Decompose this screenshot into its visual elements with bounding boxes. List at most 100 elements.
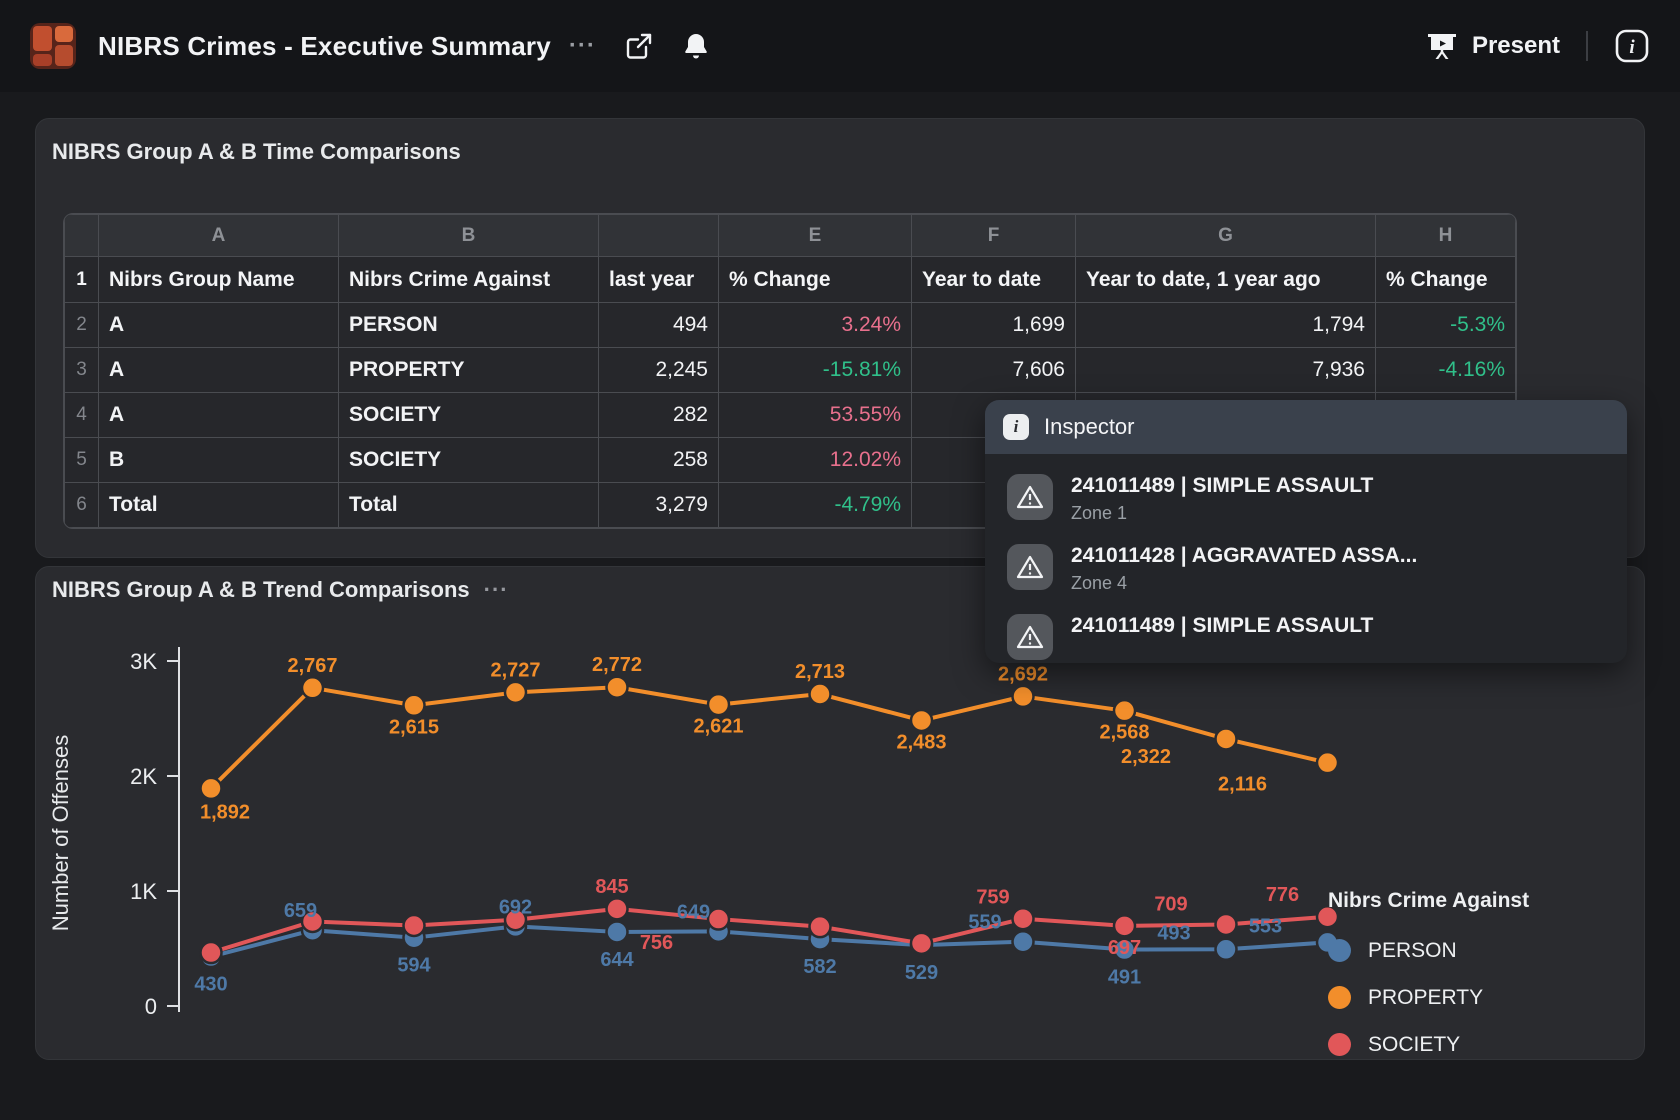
cell-nibrs-group[interactable]: A [99,393,339,438]
column-letter-cell[interactable] [599,215,719,257]
chart-point-society[interactable] [404,915,425,936]
cell-nibrs-group[interactable]: Total [99,483,339,528]
chart-point-property[interactable] [302,677,323,698]
legend-item-society[interactable]: SOCIETY [1328,1021,1529,1068]
chart-point-property[interactable] [1013,686,1034,707]
table-header-cell[interactable]: last year [599,257,719,303]
cell-pct-change-1[interactable]: 12.02% [719,438,912,483]
app-logo[interactable] [30,23,76,69]
column-letter-cell[interactable]: G [1076,215,1376,257]
cell-last-year[interactable]: 282 [599,393,719,438]
info-button[interactable]: i [1614,28,1650,64]
chart-point-society[interactable] [911,933,932,954]
cell-year-to-date[interactable]: 1,699 [912,303,1076,348]
chart-point-society[interactable] [1216,914,1237,935]
cell-pct-change-1[interactable]: 3.24% [719,303,912,348]
corner-cell[interactable] [65,215,99,257]
y-tick-label: 2K [130,764,157,789]
chart-point-society[interactable] [201,942,222,963]
cell-last-year[interactable]: 2,245 [599,348,719,393]
chart-point-property[interactable] [505,682,526,703]
cell-year-to-date-prev[interactable]: 1,794 [1076,303,1376,348]
data-label-person: 692 [499,896,532,918]
column-letter-cell[interactable]: H [1376,215,1516,257]
data-label-property: 2,713 [795,661,845,683]
table-header-cell[interactable]: Year to date [912,257,1076,303]
data-label-property: 2,568 [1099,722,1149,744]
cell-crime-against[interactable]: PERSON [339,303,599,348]
data-label-person: 659 [284,900,317,922]
chart-point-society[interactable] [607,898,628,919]
inspector-header[interactable]: i Inspector [985,400,1627,454]
chart-point-society[interactable] [1114,915,1135,936]
data-label-person: 559 [968,912,1001,934]
chart-point-property[interactable] [1114,700,1135,721]
data-label-person: 644 [600,949,634,971]
cell-pct-change-2[interactable]: -5.3% [1376,303,1516,348]
y-tick-label: 0 [145,994,157,1019]
cell-crime-against[interactable]: SOCIETY [339,438,599,483]
title-menu-ellipsis[interactable]: ··· [569,32,596,60]
cell-nibrs-group[interactable]: A [99,303,339,348]
warning-icon [1007,474,1053,520]
inspector-item[interactable]: 241011489 | SIMPLE ASSAULT [985,614,1627,660]
legend-swatch [1328,1033,1351,1056]
cell-pct-change-1[interactable]: -4.79% [719,483,912,528]
chart-point-person[interactable] [607,921,628,942]
chart-point-property[interactable] [911,710,932,731]
legend-item-person[interactable]: PERSON [1328,927,1529,974]
cell-last-year[interactable]: 494 [599,303,719,348]
inspector-item-title: 241011489 | SIMPLE ASSAULT [1071,474,1373,498]
data-label-society: 776 [1266,884,1299,906]
share-icon[interactable] [624,31,654,61]
column-letter-cell[interactable]: B [339,215,599,257]
table-row: 2APERSON4943.24%1,6991,794-5.3% [65,303,1516,348]
chart-point-property[interactable] [607,677,628,698]
time-card-title: NIBRS Group A & B Time Comparisons [52,139,461,165]
cell-nibrs-group[interactable]: A [99,348,339,393]
data-label-society: 756 [640,932,673,954]
cell-nibrs-group[interactable]: B [99,438,339,483]
cell-crime-against[interactable]: SOCIETY [339,393,599,438]
table-header-cell[interactable]: Nibrs Crime Against [339,257,599,303]
table-header-cell[interactable]: Year to date, 1 year ago [1076,257,1376,303]
chart-point-society[interactable] [1013,908,1034,929]
table-header-cell[interactable]: Nibrs Group Name [99,257,339,303]
legend-item-property[interactable]: PROPERTY [1328,974,1529,1021]
cell-year-to-date[interactable]: 7,606 [912,348,1076,393]
chart-point-property[interactable] [1317,752,1338,773]
trend-menu-ellipsis[interactable]: ··· [484,577,509,602]
chart-point-property[interactable] [708,694,729,715]
table-header-cell[interactable]: % Change [1376,257,1516,303]
warning-icon [1007,544,1053,590]
chart-point-property[interactable] [201,778,222,799]
inspector-item[interactable]: 241011489 | SIMPLE ASSAULTZone 1 [985,474,1627,524]
chart-point-society[interactable] [810,916,831,937]
chart-point-property[interactable] [1216,728,1237,749]
cell-crime-against[interactable]: PROPERTY [339,348,599,393]
cell-last-year[interactable]: 3,279 [599,483,719,528]
inspector-item-subtitle: Zone 4 [1071,573,1417,594]
notifications-bell-icon[interactable] [682,31,710,61]
cell-year-to-date-prev[interactable]: 7,936 [1076,348,1376,393]
row-number-cell: 5 [65,438,99,483]
y-tick-label: 3K [130,649,157,674]
column-letter-cell[interactable]: A [99,215,339,257]
chart-point-person[interactable] [1216,939,1237,960]
chart-point-person[interactable] [1013,931,1034,952]
column-letter-cell[interactable]: F [912,215,1076,257]
cell-crime-against[interactable]: Total [339,483,599,528]
inspector-item[interactable]: 241011428 | AGGRAVATED ASSA...Zone 4 [985,544,1627,594]
table-header-cell[interactable]: % Change [719,257,912,303]
cell-last-year[interactable]: 258 [599,438,719,483]
data-label-person: 493 [1157,922,1190,944]
present-button[interactable]: Present [1426,30,1560,62]
chart-point-property[interactable] [404,695,425,716]
cell-pct-change-1[interactable]: 53.55% [719,393,912,438]
legend-swatch [1328,986,1351,1009]
chart-point-society[interactable] [708,909,729,930]
column-letter-cell[interactable]: E [719,215,912,257]
cell-pct-change-1[interactable]: -15.81% [719,348,912,393]
chart-point-property[interactable] [810,684,831,705]
cell-pct-change-2[interactable]: -4.16% [1376,348,1516,393]
